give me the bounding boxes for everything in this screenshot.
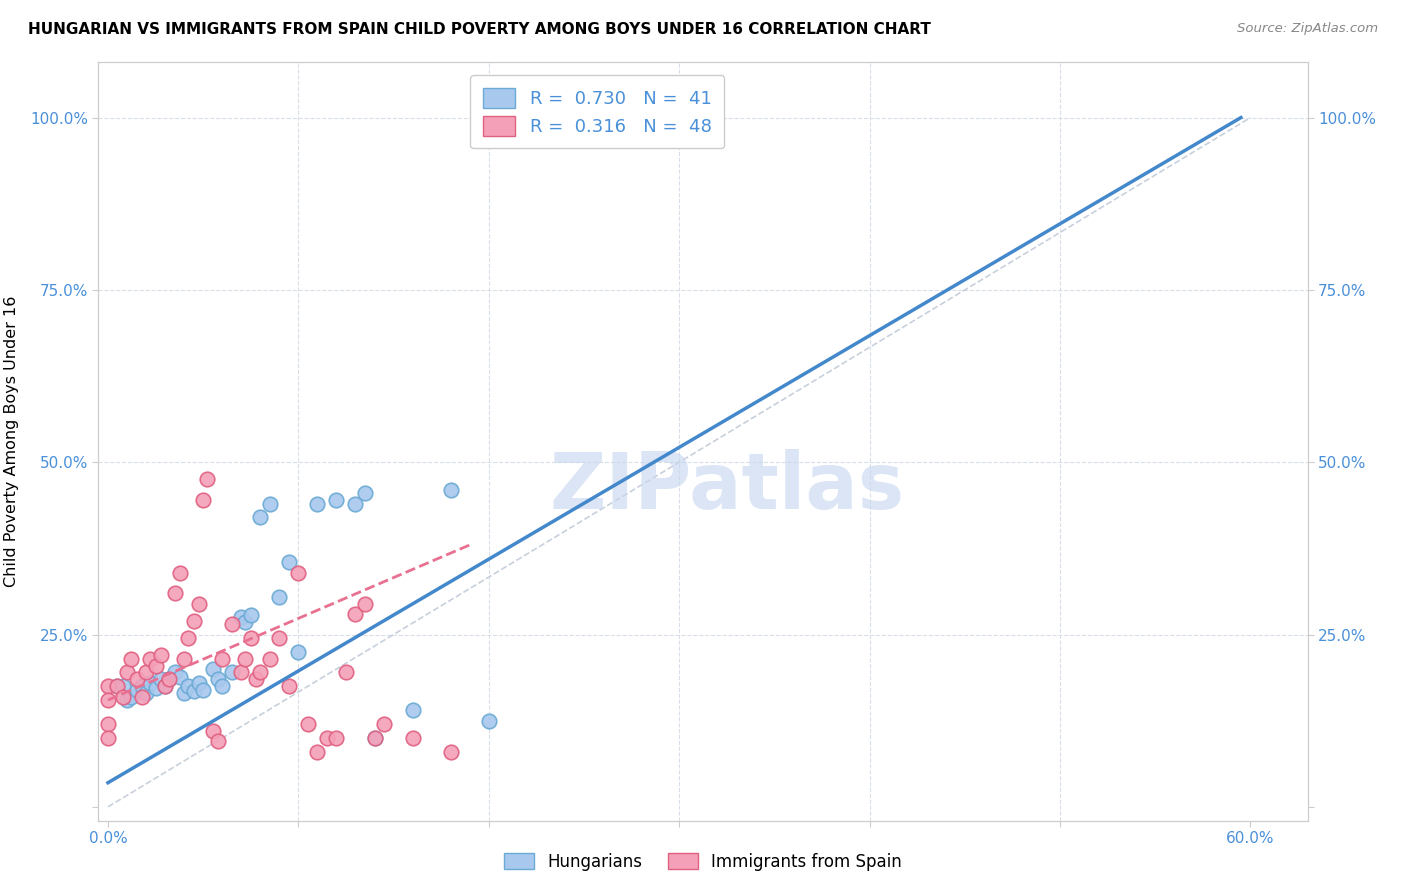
Point bbox=[139, 651, 162, 665]
Point bbox=[401, 731, 423, 745]
Point bbox=[207, 734, 229, 748]
Point bbox=[201, 662, 224, 676]
Point bbox=[231, 610, 253, 624]
Point bbox=[177, 679, 200, 693]
Point bbox=[112, 690, 135, 704]
Point bbox=[325, 731, 347, 745]
Point bbox=[316, 731, 339, 745]
Point bbox=[169, 670, 191, 684]
Point bbox=[135, 686, 157, 700]
Point bbox=[207, 673, 229, 687]
Point bbox=[221, 665, 243, 680]
Point bbox=[211, 651, 233, 665]
Point bbox=[97, 717, 120, 731]
Point bbox=[163, 586, 186, 600]
Point bbox=[269, 631, 291, 645]
Point bbox=[120, 690, 142, 704]
Point bbox=[97, 679, 120, 693]
Point bbox=[97, 693, 120, 707]
Point bbox=[287, 645, 309, 659]
Point bbox=[191, 682, 214, 697]
Point bbox=[354, 597, 377, 611]
Point bbox=[135, 665, 157, 680]
Point bbox=[401, 703, 423, 717]
Point bbox=[307, 745, 329, 759]
Point bbox=[107, 679, 129, 693]
Point bbox=[277, 555, 299, 569]
Point bbox=[373, 717, 395, 731]
Point bbox=[150, 648, 173, 663]
Point bbox=[188, 675, 211, 690]
Legend: Hungarians, Immigrants from Spain: Hungarians, Immigrants from Spain bbox=[496, 845, 910, 880]
Text: Source: ZipAtlas.com: Source: ZipAtlas.com bbox=[1237, 22, 1378, 36]
Point bbox=[221, 617, 243, 632]
Legend: R =  0.730   N =  41, R =  0.316   N =  48: R = 0.730 N = 41, R = 0.316 N = 48 bbox=[470, 75, 724, 148]
Point bbox=[231, 665, 253, 680]
Point bbox=[173, 651, 195, 665]
Point bbox=[115, 665, 138, 680]
Point bbox=[287, 566, 309, 580]
Point bbox=[157, 673, 180, 687]
Point bbox=[153, 679, 176, 693]
Y-axis label: Child Poverty Among Boys Under 16: Child Poverty Among Boys Under 16 bbox=[4, 296, 18, 587]
Point bbox=[564, 111, 586, 125]
Point bbox=[478, 714, 501, 728]
Point bbox=[195, 473, 218, 487]
Text: HUNGARIAN VS IMMIGRANTS FROM SPAIN CHILD POVERTY AMONG BOYS UNDER 16 CORRELATION: HUNGARIAN VS IMMIGRANTS FROM SPAIN CHILD… bbox=[28, 22, 931, 37]
Point bbox=[201, 724, 224, 739]
Point bbox=[145, 681, 167, 696]
Point bbox=[125, 682, 148, 697]
Point bbox=[440, 483, 463, 497]
Point bbox=[157, 673, 180, 687]
Point bbox=[125, 673, 148, 687]
Point bbox=[163, 665, 186, 680]
Point bbox=[249, 510, 271, 524]
Point bbox=[107, 679, 129, 693]
Point bbox=[183, 614, 205, 628]
Point bbox=[145, 658, 167, 673]
Point bbox=[335, 665, 357, 680]
Point bbox=[363, 731, 385, 745]
Point bbox=[344, 497, 367, 511]
Point bbox=[183, 684, 205, 698]
Point bbox=[191, 493, 214, 508]
Point bbox=[307, 497, 329, 511]
Point bbox=[112, 679, 135, 693]
Point bbox=[239, 631, 262, 645]
Point bbox=[233, 615, 256, 629]
Point bbox=[153, 679, 176, 693]
Point bbox=[277, 679, 299, 693]
Point bbox=[363, 731, 385, 745]
Point bbox=[344, 607, 367, 621]
Point bbox=[233, 651, 256, 665]
Point bbox=[325, 493, 347, 508]
Point bbox=[269, 590, 291, 604]
Point bbox=[259, 651, 281, 665]
Point bbox=[506, 111, 529, 125]
Point bbox=[139, 675, 162, 690]
Point bbox=[173, 686, 195, 700]
Point bbox=[120, 651, 142, 665]
Point bbox=[177, 631, 200, 645]
Point bbox=[188, 597, 211, 611]
Point bbox=[211, 679, 233, 693]
Point bbox=[239, 608, 262, 623]
Point bbox=[131, 679, 153, 693]
Text: ZIPatlas: ZIPatlas bbox=[550, 449, 904, 525]
Point bbox=[249, 665, 271, 680]
Point bbox=[297, 717, 319, 731]
Point bbox=[115, 693, 138, 707]
Point bbox=[150, 673, 173, 687]
Point bbox=[245, 673, 267, 687]
Point bbox=[169, 566, 191, 580]
Point bbox=[354, 486, 377, 500]
Point bbox=[97, 731, 120, 745]
Point bbox=[259, 497, 281, 511]
Point bbox=[440, 745, 463, 759]
Point bbox=[131, 690, 153, 704]
